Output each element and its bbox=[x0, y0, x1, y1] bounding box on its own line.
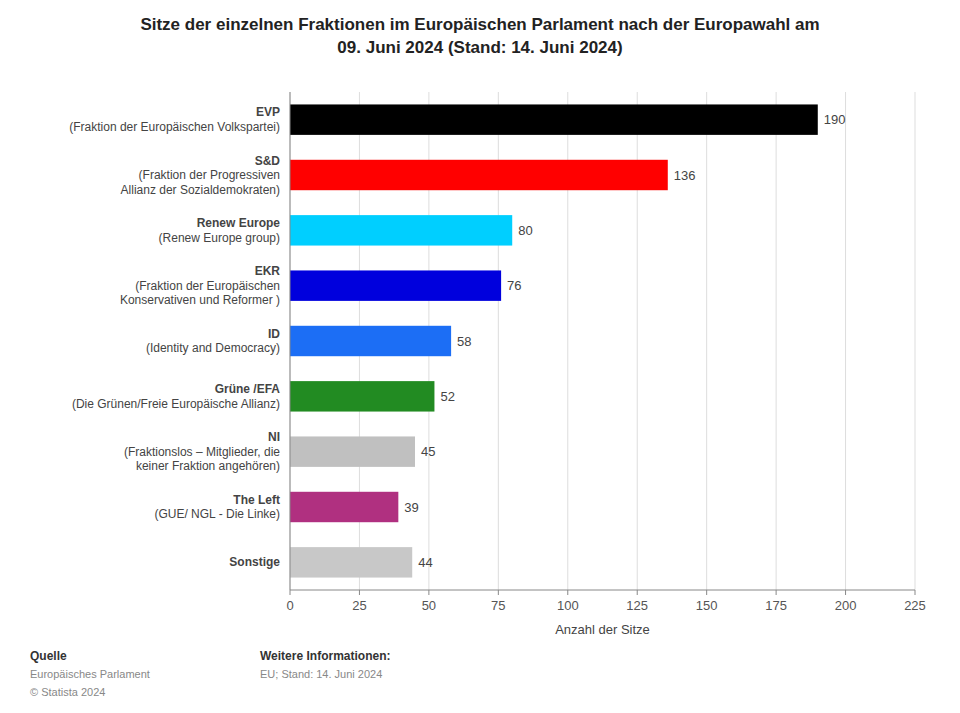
bar bbox=[290, 215, 512, 245]
data-labels: 190 136 80 76 58 52 45 39 44 bbox=[404, 112, 845, 570]
tick-label: 100 bbox=[557, 598, 579, 613]
tick-mark bbox=[567, 590, 568, 595]
data-label: 76 bbox=[507, 278, 521, 293]
tick-label: 50 bbox=[422, 598, 436, 613]
category-label: EVP(Fraktion der Europäischen Volksparte… bbox=[69, 105, 280, 133]
x-axis-line bbox=[290, 590, 915, 591]
tick-label: 25 bbox=[352, 598, 366, 613]
tick-mark bbox=[498, 590, 499, 595]
tick-label: 150 bbox=[696, 598, 718, 613]
tick-label: 175 bbox=[765, 598, 787, 613]
grid bbox=[290, 92, 915, 590]
x-axis: 0 25 50 75 100 125 150 175 200 225 bbox=[286, 590, 925, 613]
bar bbox=[290, 436, 415, 466]
tick-label: 75 bbox=[491, 598, 505, 613]
title: Sitze der einzelnen Fraktionen im Europä… bbox=[140, 15, 819, 57]
category-label: Grüne /EFA(Die Grünen/Freie Europäische … bbox=[72, 382, 280, 411]
bar bbox=[290, 270, 501, 300]
tick-mark bbox=[290, 590, 291, 595]
tick-mark bbox=[776, 590, 777, 595]
tick-label: 0 bbox=[286, 598, 293, 613]
y-axis: EVP(Fraktion der Europäischen Volksparte… bbox=[69, 105, 280, 569]
footer-note: Quelle bbox=[30, 649, 67, 663]
bar bbox=[290, 160, 668, 190]
y-axis-line bbox=[290, 92, 291, 590]
tick-label: 125 bbox=[626, 598, 648, 613]
data-label: 58 bbox=[457, 334, 471, 349]
category-label: Renew Europe(Renew Europe group) bbox=[159, 216, 281, 245]
data-label: 45 bbox=[421, 444, 435, 459]
bar bbox=[290, 104, 818, 134]
grid-line bbox=[915, 92, 916, 590]
bar bbox=[290, 547, 412, 577]
bar bbox=[290, 326, 451, 356]
data-label: 80 bbox=[518, 223, 532, 238]
footer-note: © Statista 2024 bbox=[30, 686, 105, 698]
footer-note: Weitere Informationen: bbox=[260, 649, 390, 663]
category-label: S&D(Fraktion der ProgressivenAllianz der… bbox=[121, 154, 281, 197]
data-label: 44 bbox=[418, 555, 432, 570]
data-label: 39 bbox=[404, 500, 418, 515]
tick-mark bbox=[637, 590, 638, 595]
data-label: 136 bbox=[674, 168, 696, 183]
tick-label: 225 bbox=[904, 598, 926, 613]
category-label: NI(Fraktionslos – Mitglieder, diekeiner … bbox=[124, 430, 280, 473]
tick-mark bbox=[359, 590, 360, 595]
category-label: ID(Identity and Democracy) bbox=[146, 327, 280, 356]
bar bbox=[290, 381, 434, 411]
data-label: 190 bbox=[824, 112, 846, 127]
grid-line bbox=[776, 92, 777, 590]
x-axis-title: Anzahl der Sitze bbox=[555, 622, 650, 637]
category-label: EKR(Fraktion der EuropäischenKonservativ… bbox=[120, 264, 280, 307]
chart: Sitze der einzelnen Fraktionen im Europä… bbox=[0, 0, 960, 713]
tick-mark bbox=[706, 590, 707, 595]
bars bbox=[290, 104, 818, 577]
grid-line bbox=[706, 92, 707, 590]
tick-mark bbox=[845, 590, 846, 595]
footer-note: Europäisches Parlament bbox=[30, 668, 150, 680]
bar bbox=[290, 492, 398, 522]
grid-line bbox=[290, 92, 291, 590]
tick-mark bbox=[428, 590, 429, 595]
tick-label: 200 bbox=[835, 598, 857, 613]
category-label: The Left(GUE/ NGL - Die Linke) bbox=[154, 493, 280, 522]
grid-line bbox=[845, 92, 846, 590]
category-label: Sonstige bbox=[229, 555, 280, 569]
data-label: 52 bbox=[440, 389, 454, 404]
footer-note: EU; Stand: 14. Juni 2024 bbox=[260, 668, 382, 680]
tick-mark bbox=[915, 590, 916, 595]
